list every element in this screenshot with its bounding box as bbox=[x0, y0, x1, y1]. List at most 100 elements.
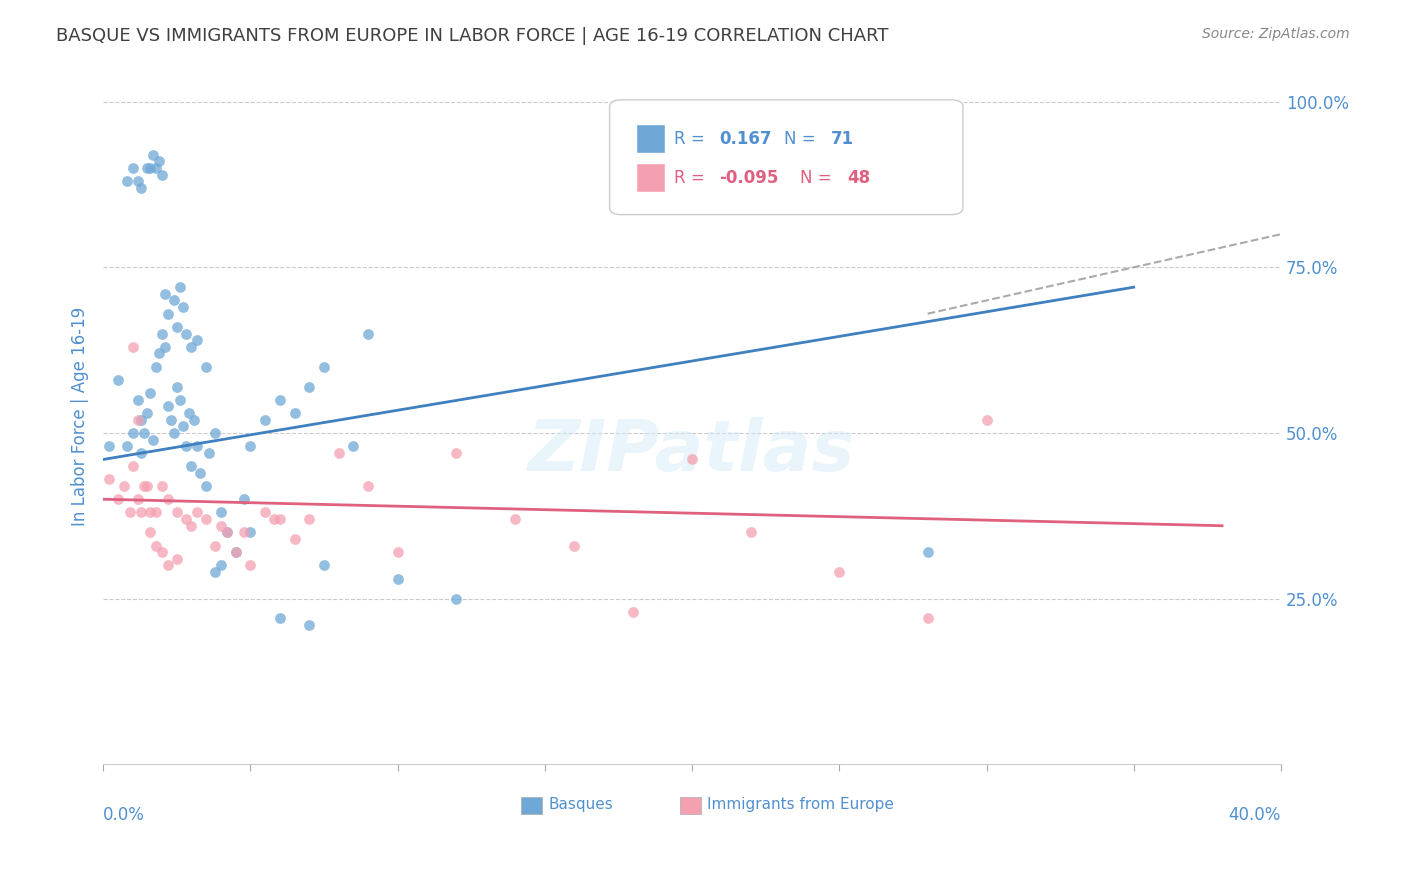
Point bbox=[142, 147, 165, 161]
Point bbox=[127, 392, 149, 407]
Point bbox=[357, 479, 380, 493]
Point bbox=[153, 286, 176, 301]
Point bbox=[150, 168, 173, 182]
Text: 0.0%: 0.0% bbox=[103, 806, 145, 824]
Point bbox=[174, 439, 197, 453]
Point bbox=[215, 525, 238, 540]
Point bbox=[186, 506, 208, 520]
Point bbox=[195, 359, 218, 374]
Point bbox=[342, 439, 364, 453]
Point bbox=[298, 379, 321, 393]
Point bbox=[127, 413, 149, 427]
Point bbox=[121, 340, 143, 354]
Point bbox=[172, 419, 194, 434]
Point bbox=[153, 340, 176, 354]
FancyBboxPatch shape bbox=[610, 100, 963, 215]
Point bbox=[917, 545, 939, 559]
Point bbox=[188, 466, 211, 480]
Point bbox=[166, 552, 188, 566]
Point bbox=[254, 413, 277, 427]
Text: R =: R = bbox=[675, 169, 710, 186]
Point bbox=[204, 425, 226, 440]
Point bbox=[166, 506, 188, 520]
Point bbox=[446, 446, 468, 460]
Point bbox=[312, 558, 335, 573]
Point bbox=[186, 439, 208, 453]
Point bbox=[156, 307, 179, 321]
Point bbox=[156, 558, 179, 573]
Point bbox=[298, 512, 321, 526]
Text: 48: 48 bbox=[848, 169, 870, 186]
Point bbox=[131, 506, 153, 520]
Y-axis label: In Labor Force | Age 16-19: In Labor Force | Age 16-19 bbox=[72, 307, 89, 526]
Text: 0.167: 0.167 bbox=[718, 130, 772, 148]
Point bbox=[163, 293, 186, 308]
Point bbox=[283, 532, 305, 546]
Point bbox=[136, 479, 159, 493]
Point bbox=[186, 333, 208, 347]
Point bbox=[195, 512, 218, 526]
Point bbox=[156, 400, 179, 414]
Text: R =: R = bbox=[675, 130, 710, 148]
Point bbox=[357, 326, 380, 341]
Point bbox=[115, 174, 138, 188]
Bar bbox=[681, 797, 702, 814]
Point bbox=[312, 359, 335, 374]
Point bbox=[239, 525, 262, 540]
Text: 40.0%: 40.0% bbox=[1229, 806, 1281, 824]
Point bbox=[131, 413, 153, 427]
Text: -0.095: -0.095 bbox=[718, 169, 779, 186]
Point bbox=[136, 406, 159, 420]
Point bbox=[134, 479, 156, 493]
Point bbox=[163, 425, 186, 440]
Point bbox=[298, 618, 321, 632]
Point bbox=[387, 572, 409, 586]
Bar bbox=[636, 124, 665, 153]
Point bbox=[239, 558, 262, 573]
Point bbox=[166, 320, 188, 334]
Point bbox=[174, 326, 197, 341]
Point bbox=[121, 459, 143, 474]
Point bbox=[269, 611, 291, 625]
Text: ZIPatlas: ZIPatlas bbox=[529, 417, 856, 485]
Point bbox=[148, 154, 170, 169]
Point bbox=[209, 506, 232, 520]
Point bbox=[166, 379, 188, 393]
Point bbox=[174, 512, 197, 526]
Point bbox=[139, 506, 162, 520]
Text: 71: 71 bbox=[831, 130, 855, 148]
Point bbox=[115, 439, 138, 453]
Point bbox=[681, 452, 703, 467]
Point bbox=[150, 326, 173, 341]
Point bbox=[121, 161, 143, 175]
Point bbox=[183, 413, 205, 427]
Text: N =: N = bbox=[800, 169, 838, 186]
Bar bbox=[636, 163, 665, 193]
Point bbox=[156, 492, 179, 507]
Point bbox=[107, 373, 129, 387]
Point bbox=[446, 591, 468, 606]
Point bbox=[263, 512, 285, 526]
Point bbox=[621, 605, 644, 619]
Point bbox=[150, 479, 173, 493]
Bar bbox=[522, 797, 543, 814]
Text: Basques: Basques bbox=[548, 797, 613, 812]
Point bbox=[136, 161, 159, 175]
Point bbox=[204, 565, 226, 579]
Text: BASQUE VS IMMIGRANTS FROM EUROPE IN LABOR FORCE | AGE 16-19 CORRELATION CHART: BASQUE VS IMMIGRANTS FROM EUROPE IN LABO… bbox=[56, 27, 889, 45]
Point bbox=[180, 340, 202, 354]
Point bbox=[269, 392, 291, 407]
Point bbox=[209, 518, 232, 533]
Point bbox=[225, 545, 247, 559]
Point bbox=[150, 545, 173, 559]
Point bbox=[172, 300, 194, 314]
Point bbox=[169, 280, 191, 294]
Point bbox=[145, 506, 167, 520]
Point bbox=[917, 611, 939, 625]
Point bbox=[160, 413, 183, 427]
Point bbox=[131, 446, 153, 460]
Point bbox=[131, 181, 153, 195]
Point bbox=[127, 492, 149, 507]
Point bbox=[145, 359, 167, 374]
Text: Immigrants from Europe: Immigrants from Europe bbox=[707, 797, 894, 812]
